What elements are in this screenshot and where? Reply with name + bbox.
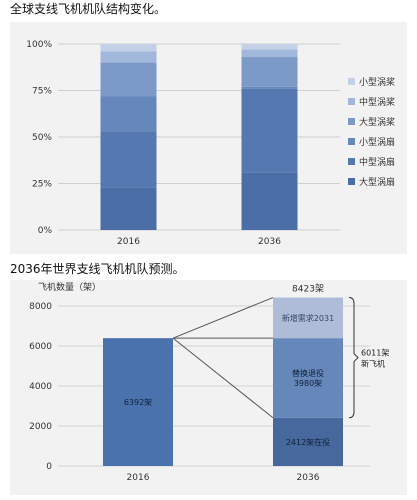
chart2-connector-line [172,297,274,339]
chart1-legend-swatch [348,118,355,125]
chart2-ytick-label: 0 [46,462,52,472]
chart2-ytick-label: 4000 [29,382,52,392]
chart1-bar-segment [100,44,157,52]
chart2-xtick-label: 2036 [297,473,320,483]
chart2-ytick-label: 6000 [29,342,52,352]
chart1-bar-segment [241,172,298,230]
chart1-xtick-label: 2036 [258,237,281,247]
chart1-caption: 全球支线飞机机队结构变化。 [10,2,167,16]
chart2-segment-label: 6392架 [124,398,152,407]
chart2-total-label: 8423架 [292,284,324,295]
chart1-legend-swatch [348,78,355,85]
chart2-ylabel: 飞机数量（架） [38,281,101,293]
fleet-forecast-chart: 飞机数量（架） 0 2000 4000 6000 8000 6392架 2016 2412架在役… [10,280,407,495]
chart2-annotation-label: 6011架 [361,349,389,358]
chart1-legend-swatch [348,138,355,145]
chart1-background [10,22,407,254]
chart2-segment-label: 2412架在役 [286,437,330,447]
chart1-legend-label: 小型涡扇 [359,136,395,148]
chart2-xtick-label: 2016 [127,473,150,483]
chart1-ytick-label: 75% [32,87,52,97]
chart1-bar-segment [100,51,157,63]
chart2-annotation-label: 新飞机 [361,359,385,369]
chart1-bar-segment [241,44,298,50]
chart2-segment-label: 替换退役 [292,368,324,378]
chart2-connector-line [172,337,274,419]
chart1-ytick-label: 25% [32,180,52,190]
fleet-structure-chart: 0% 25% 50% 75% 100% 2016 2036 小型涡桨中型涡桨大型涡桨小型涡扇中… [10,22,407,254]
chart2-bar-segment [273,338,343,418]
chart1-xtick-label: 2016 [117,237,140,247]
chart1-ytick-label: 0% [38,226,53,236]
chart2-segment-label: 新增需求2031 [282,313,334,323]
chart1-ytick-label: 100% [26,40,52,50]
chart1-bar-segment [241,88,298,173]
chart1-legend-swatch [348,98,355,105]
chart1-bar-segment [241,86,298,89]
chart1-bar-segment [100,96,157,132]
chart1-legend-label: 小型涡桨 [359,76,395,88]
chart1-legend-label: 中型涡扇 [359,156,395,168]
chart2-background [10,280,407,495]
chart1-bar-segment [100,131,157,188]
chart1-legend-swatch [348,158,355,165]
chart1-bar-segment [241,49,298,58]
chart1-legend-label: 中型涡桨 [359,96,395,108]
chart1-legend-label: 大型涡桨 [359,116,395,128]
chart2-bar-segment [103,338,173,466]
chart1-ytick-label: 50% [32,133,52,143]
chart2-annotation-bracket [348,297,359,419]
chart2-segment-label: 3980架 [294,379,322,388]
chart1-bar-segment [100,187,157,230]
chart2-bar-segment [273,297,343,339]
chart2-ytick-label: 8000 [29,302,52,312]
chart1-legend-swatch [348,178,355,185]
chart2-caption: 2036年世界支线飞机机队预测。 [10,262,185,276]
chart1-bar-segment [100,62,157,97]
chart1-legend-label: 大型涡扇 [359,176,395,188]
chart2-ytick-label: 2000 [29,422,52,432]
chart2-bar-segment [273,417,343,466]
chart1-bar-segment [241,57,298,87]
